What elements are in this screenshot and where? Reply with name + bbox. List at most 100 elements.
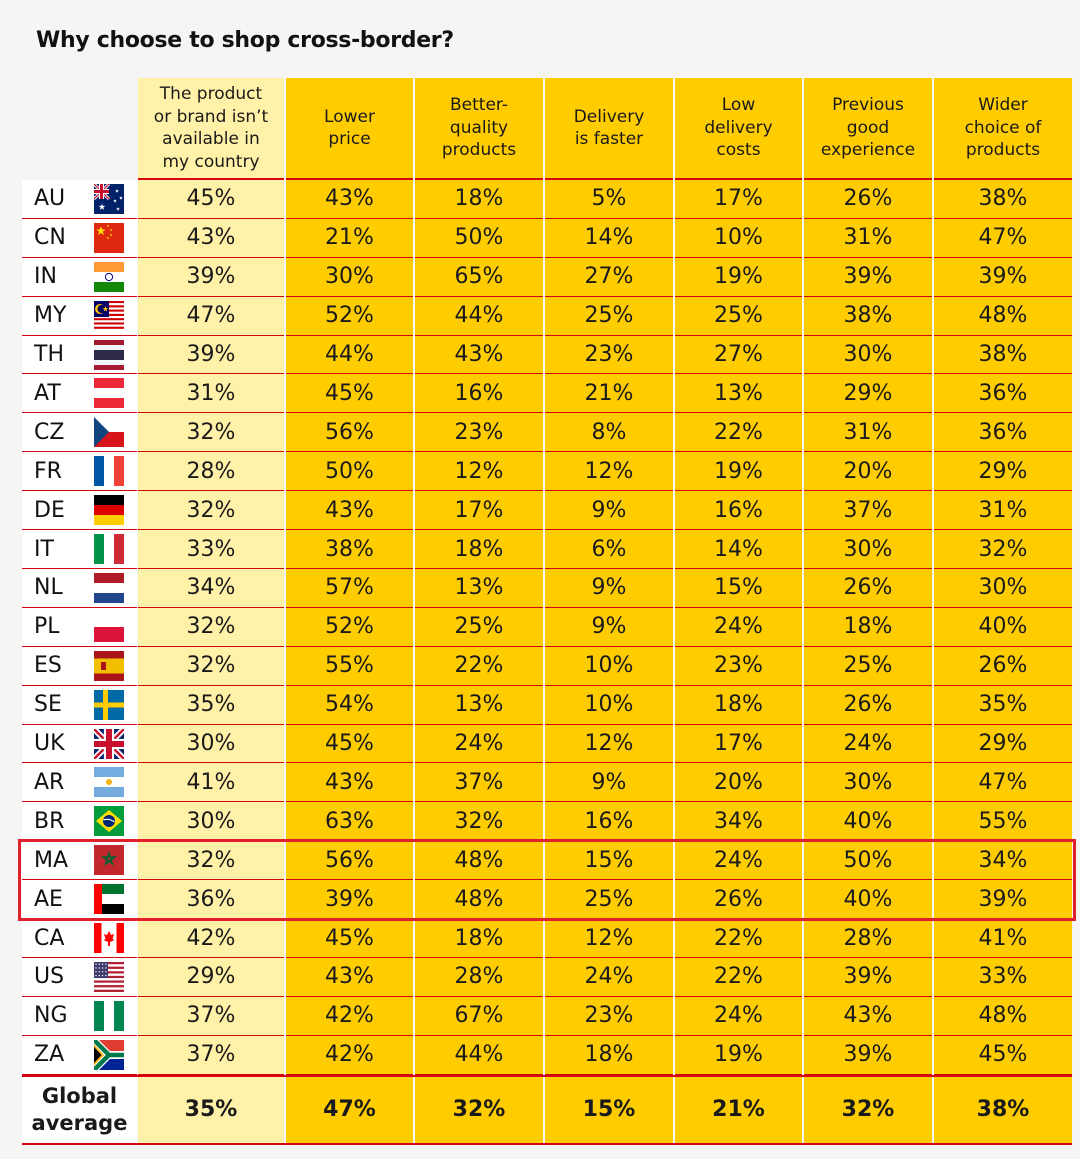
value-cell: 45%	[138, 180, 284, 219]
value-cell: 13%	[675, 375, 802, 414]
south-africa-flag	[94, 1039, 124, 1070]
value-cell: 17%	[415, 491, 543, 531]
value-cell: 35%	[934, 686, 1072, 725]
value-cell: 12%	[545, 919, 673, 958]
value-cell: 34%	[138, 569, 284, 608]
value-cell: 17%	[675, 725, 802, 764]
value-cell: 43%	[286, 491, 413, 531]
value-cell: 10%	[545, 647, 673, 686]
value-cell: 40%	[934, 608, 1072, 647]
value-cell: 54%	[286, 686, 413, 725]
country-code: DE	[34, 497, 65, 523]
spain-flag	[94, 650, 124, 681]
average-value: 38%	[976, 1097, 1030, 1123]
column-header: The product or brand isn’t available in my …	[138, 78, 284, 180]
value-cell: 9%	[545, 764, 673, 803]
value-cell: 14%	[675, 530, 802, 569]
value-cell: 29%	[804, 375, 932, 414]
value-cell: 31%	[804, 413, 932, 453]
country-code: UK	[34, 731, 65, 757]
value-cell: 10%	[545, 686, 673, 725]
value-cell: 32%	[415, 802, 543, 842]
value-cell: 26%	[804, 569, 932, 608]
column-background	[286, 78, 413, 1143]
column-header-line: The product	[159, 84, 263, 104]
value-cell: 65%	[415, 258, 543, 297]
value-cell: 39%	[286, 880, 413, 920]
value-cell: 12%	[545, 725, 673, 764]
canada-flag	[94, 923, 124, 954]
column-header-line: Low	[721, 95, 756, 116]
value-cell: 29%	[934, 725, 1072, 764]
column-header: Delivery is faster	[545, 78, 673, 180]
value-cell: 44%	[415, 1036, 543, 1075]
column-header: Wider choice of products	[934, 78, 1072, 180]
value-cell: 26%	[675, 880, 802, 920]
value-cell: 20%	[804, 452, 932, 492]
germany-flag	[94, 495, 124, 526]
value-cell: 39%	[138, 258, 284, 297]
value-cell: 25%	[675, 297, 802, 336]
value-cell: 43%	[286, 180, 413, 219]
country-code: ZA	[34, 1042, 65, 1068]
column-header-line: products	[441, 140, 517, 161]
row-label: MY	[22, 296, 137, 336]
row-label: DE	[22, 491, 137, 531]
value-cell: 9%	[545, 491, 673, 531]
value-cell: 41%	[138, 764, 284, 803]
value-cell: 18%	[545, 1036, 673, 1075]
average-value: 21%	[712, 1097, 765, 1123]
value-cell: 9%	[545, 608, 673, 647]
value-cell: 28%	[138, 452, 284, 492]
column-header-line: good	[846, 117, 890, 138]
value-cell: 43%	[415, 336, 543, 375]
value-cell: 18%	[675, 686, 802, 725]
column-header-line: choice of	[964, 117, 1042, 138]
value-cell: 25%	[545, 297, 673, 336]
country-code: SE	[34, 692, 62, 718]
average-top-rule	[22, 1074, 1072, 1077]
china-flag	[94, 222, 124, 253]
column-header: Previous good experience	[804, 78, 932, 180]
row-label: ES	[22, 646, 137, 686]
value-cell: 36%	[934, 375, 1072, 414]
column-header-line: is faster	[574, 129, 644, 149]
value-cell: 32%	[138, 608, 284, 647]
value-cell: 21%	[545, 375, 673, 414]
row-label: BR	[22, 802, 137, 842]
value-cell: 20%	[675, 764, 802, 803]
column-header-line: products	[965, 140, 1041, 161]
value-cell: 37%	[804, 491, 932, 531]
value-cell: 26%	[804, 180, 932, 219]
value-cell: 22%	[675, 413, 802, 453]
value-cell: 32%	[138, 647, 284, 686]
value-cell: 19%	[675, 1036, 802, 1075]
column-background	[545, 78, 673, 1143]
row-label: IN	[22, 257, 137, 297]
value-cell: 43%	[286, 764, 413, 803]
malaysia-flag	[94, 300, 124, 331]
value-cell: 24%	[804, 725, 932, 764]
country-code: FR	[34, 458, 62, 484]
value-cell: 24%	[545, 958, 673, 997]
value-cell: 25%	[415, 608, 543, 647]
value-cell: 29%	[138, 958, 284, 997]
country-code: CN	[34, 225, 66, 251]
value-cell: 30%	[804, 336, 932, 375]
column-header: Lower price	[286, 78, 413, 180]
average-value: 35%	[184, 1097, 238, 1123]
row-label: CN	[22, 218, 137, 258]
value-cell: 14%	[545, 219, 673, 258]
value-cell: 5%	[545, 180, 673, 219]
value-cell: 13%	[415, 569, 543, 608]
value-cell: 6%	[545, 530, 673, 569]
value-cell: 32%	[934, 530, 1072, 569]
uae-flag	[94, 884, 124, 915]
value-cell: 21%	[286, 219, 413, 258]
column-header-line: delivery	[704, 117, 773, 138]
value-cell: 30%	[138, 802, 284, 842]
value-cell: 43%	[138, 219, 284, 258]
value-cell: 19%	[675, 452, 802, 492]
value-cell: 36%	[138, 880, 284, 920]
value-cell: 44%	[286, 336, 413, 375]
